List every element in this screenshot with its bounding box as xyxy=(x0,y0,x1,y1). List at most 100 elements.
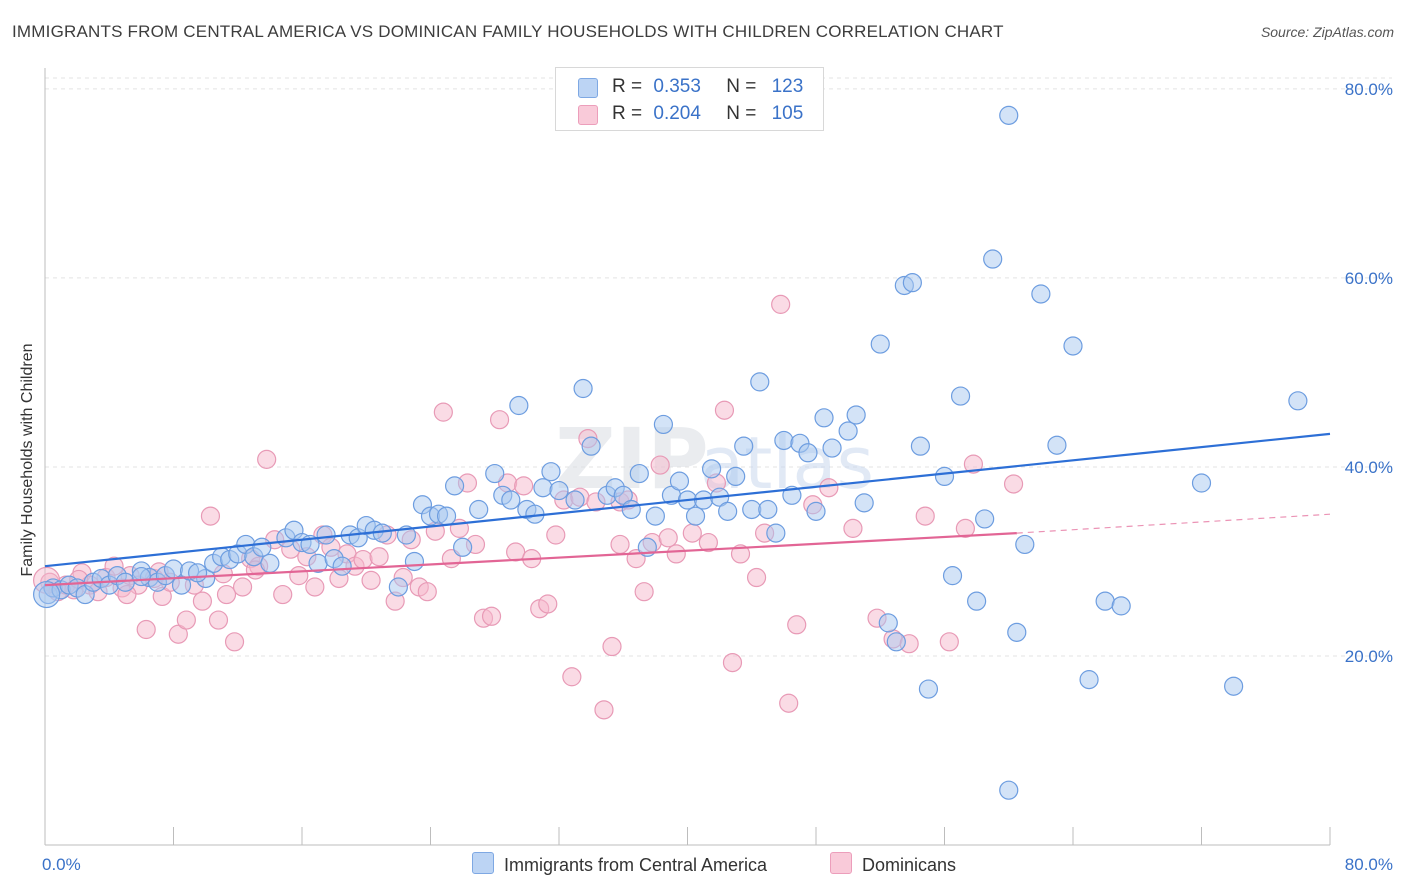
central-america-point xyxy=(918,679,939,699)
correlation-legend: R = 0.353 N = 123 R = 0.204 N = 105 xyxy=(555,67,824,131)
dominicans-point xyxy=(176,610,196,630)
dominicans-point xyxy=(546,525,566,545)
dominicans-point xyxy=(722,652,743,673)
y-tick-label: 20.0% xyxy=(1345,647,1393,666)
dominicans-point xyxy=(353,549,373,570)
dominicans-point xyxy=(506,542,526,562)
central-america-trend-line xyxy=(44,432,1331,568)
central-america-point xyxy=(878,613,898,633)
dominicans-point xyxy=(650,455,670,475)
central-america-point xyxy=(726,466,746,487)
dominicans-point xyxy=(787,615,807,635)
central-america-point xyxy=(509,395,529,416)
central-america-point xyxy=(485,463,505,484)
chart-title: IMMIGRANTS FROM CENTRAL AMERICA VS DOMIN… xyxy=(12,22,1004,41)
central-america-point xyxy=(967,591,987,611)
central-america-point xyxy=(388,577,408,597)
central-america-point xyxy=(975,509,995,529)
legend-n-label: N = xyxy=(726,76,757,97)
legend-r-label: R = xyxy=(612,76,643,97)
dominicans-point xyxy=(273,584,293,605)
legend-n-value: 123 xyxy=(771,76,804,97)
central-america-point xyxy=(1288,391,1308,411)
dominicans-point xyxy=(634,582,654,602)
central-america-point xyxy=(669,471,690,491)
central-america-point xyxy=(549,480,569,501)
dominicans-point xyxy=(730,544,751,564)
legend-n-label: N = xyxy=(726,103,757,124)
legend-r-label: R = xyxy=(612,103,643,124)
central-america-point xyxy=(163,559,184,579)
dominicans-point xyxy=(562,667,582,687)
legend-bottom-label: Immigrants from Central America xyxy=(504,855,768,875)
central-america-point xyxy=(774,430,794,451)
central-america-point xyxy=(260,553,280,573)
central-america-point xyxy=(469,499,489,520)
central-america-point xyxy=(1047,435,1067,455)
x-tick-label: 0.0% xyxy=(42,855,81,874)
central-america-point xyxy=(910,436,931,456)
dominicans-point xyxy=(779,693,799,713)
central-america-point xyxy=(1095,591,1115,611)
dominicans-point xyxy=(698,532,718,553)
dominicans-point xyxy=(682,523,702,543)
central-america-point xyxy=(846,405,866,425)
dominicans-trend-line xyxy=(44,532,1017,587)
central-america-point xyxy=(902,273,922,293)
central-america-point xyxy=(629,463,649,484)
legend-r-value: 0.204 xyxy=(653,103,701,124)
central-america-point xyxy=(999,780,1019,800)
dominicans-point xyxy=(289,566,309,586)
dominicans-point xyxy=(417,582,437,602)
dominicans-point xyxy=(771,294,791,314)
central-america-point xyxy=(838,421,858,441)
dominicans-point xyxy=(714,400,735,420)
dominicans-point xyxy=(192,591,213,611)
dominicans-point xyxy=(200,506,221,526)
central-america-point xyxy=(934,466,955,487)
central-america-point xyxy=(1079,670,1099,690)
legend-item-dominicans: Dominicans xyxy=(830,852,956,876)
central-america-point xyxy=(453,537,473,557)
dominicans-point xyxy=(208,610,229,630)
x-tick-label: 80.0% xyxy=(1345,855,1393,874)
central-america-point xyxy=(950,386,971,406)
central-america-point xyxy=(1111,596,1131,616)
legend-swatch-blue xyxy=(578,78,598,98)
dominicans-point xyxy=(369,547,389,567)
central-america-point xyxy=(1031,284,1051,304)
central-america-point xyxy=(701,459,722,479)
central-america-point xyxy=(444,476,465,496)
dominicans-point xyxy=(963,454,984,474)
central-america-point xyxy=(798,443,818,463)
legend-r-value: 0.353 xyxy=(653,76,701,97)
y-tick-label: 80.0% xyxy=(1345,80,1393,99)
dominicans-point xyxy=(666,544,686,564)
dominicans-point xyxy=(538,594,558,614)
trend-lines xyxy=(44,432,1331,587)
dominicans-point xyxy=(433,402,453,422)
dominicans-point xyxy=(361,570,381,590)
legend-bottom-swatch-blue xyxy=(472,852,494,874)
dominicans-point xyxy=(489,410,510,430)
dominicans-point xyxy=(746,567,767,588)
central-america-point xyxy=(653,414,674,435)
dominicans-point xyxy=(257,449,277,469)
central-america-point xyxy=(533,478,553,498)
central-america-point xyxy=(822,438,842,458)
y-tick-label: 40.0% xyxy=(1345,458,1393,477)
central-america-point xyxy=(115,572,135,592)
central-america-point xyxy=(252,537,272,557)
central-america-point xyxy=(332,556,352,576)
dominicans-point xyxy=(514,476,534,496)
central-america-point xyxy=(1063,336,1083,356)
central-america-point xyxy=(942,566,963,586)
legend-swatch-pink xyxy=(578,105,598,125)
central-america-point xyxy=(404,551,425,572)
dominicans-point xyxy=(939,632,959,652)
dominicans-point xyxy=(1003,474,1024,494)
central-america-point xyxy=(33,580,61,609)
central-america-point xyxy=(806,501,826,521)
dominicans-point xyxy=(232,577,253,597)
